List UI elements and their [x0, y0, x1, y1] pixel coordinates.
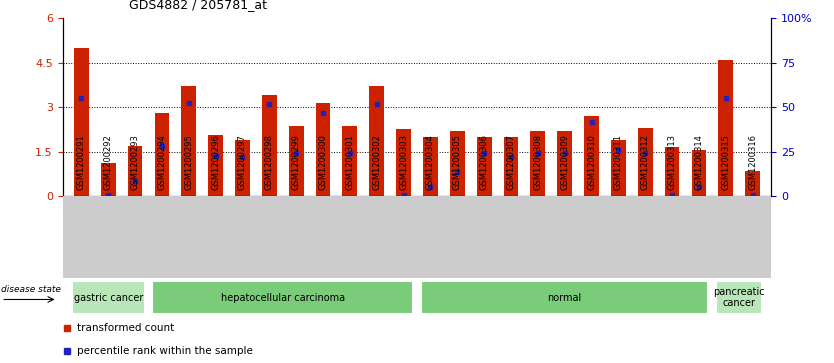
Bar	[477, 137, 491, 196]
Bar	[746, 171, 760, 196]
Bar	[153, 281, 413, 314]
Bar	[665, 147, 680, 196]
Bar	[450, 131, 465, 196]
Bar	[557, 131, 572, 196]
Bar	[154, 113, 169, 196]
Bar	[423, 137, 438, 196]
Text: disease state: disease state	[1, 285, 61, 294]
Bar	[235, 140, 250, 196]
Bar	[421, 281, 708, 314]
Text: pancreatic
cancer: pancreatic cancer	[713, 287, 765, 309]
Bar	[396, 129, 411, 196]
Bar	[74, 48, 88, 196]
Bar	[504, 137, 519, 196]
Bar	[718, 60, 733, 196]
Bar	[638, 128, 653, 196]
Bar	[72, 281, 144, 314]
Bar	[315, 103, 330, 196]
Text: GDS4882 / 205781_at: GDS4882 / 205781_at	[129, 0, 267, 11]
Bar	[128, 146, 143, 196]
Bar	[716, 281, 762, 314]
Bar	[289, 126, 304, 196]
Bar	[343, 126, 357, 196]
Text: gastric cancer: gastric cancer	[73, 293, 143, 303]
Bar	[369, 86, 384, 196]
Bar	[262, 95, 277, 196]
Bar	[208, 135, 223, 196]
Text: percentile rank within the sample: percentile rank within the sample	[78, 346, 254, 356]
Bar	[611, 140, 626, 196]
Text: hepatocellular carcinoma: hepatocellular carcinoma	[221, 293, 344, 303]
Bar	[181, 86, 196, 196]
Text: normal: normal	[548, 293, 582, 303]
Bar	[101, 163, 116, 196]
Text: transformed count: transformed count	[78, 323, 174, 333]
Bar	[530, 131, 545, 196]
Bar	[584, 116, 599, 196]
Bar	[691, 150, 706, 196]
